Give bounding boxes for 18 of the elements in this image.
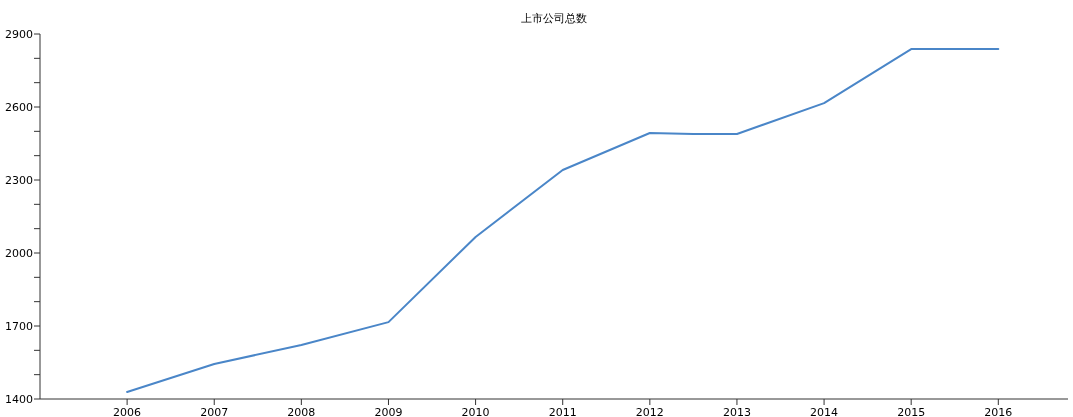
x-tick-label: 2009 [374, 406, 403, 417]
y-tick-label: 2900 [5, 28, 33, 41]
title: 上市公司总数 [521, 12, 587, 25]
y-tick-label: 1700 [5, 320, 33, 333]
x-tick-label: 2013 [722, 406, 751, 417]
y-tick-label: 2300 [5, 174, 33, 187]
x-tick-label: 2011 [548, 406, 577, 417]
x-tick-label: 2006 [113, 406, 142, 417]
x-tick-label: 2015 [897, 406, 926, 417]
x-tick-label: 2007 [200, 406, 229, 417]
x-tick-label: 2014 [810, 406, 839, 417]
x-tick-label: 2012 [635, 406, 664, 417]
x-tick-label: 2010 [461, 406, 490, 417]
x-tick-label: 2016 [984, 406, 1013, 417]
y-tick-label: 2000 [5, 247, 33, 260]
y-tick-label: 1400 [5, 393, 33, 406]
x-tick-label: 2008 [287, 406, 316, 417]
y-tick-label: 2600 [5, 101, 33, 114]
